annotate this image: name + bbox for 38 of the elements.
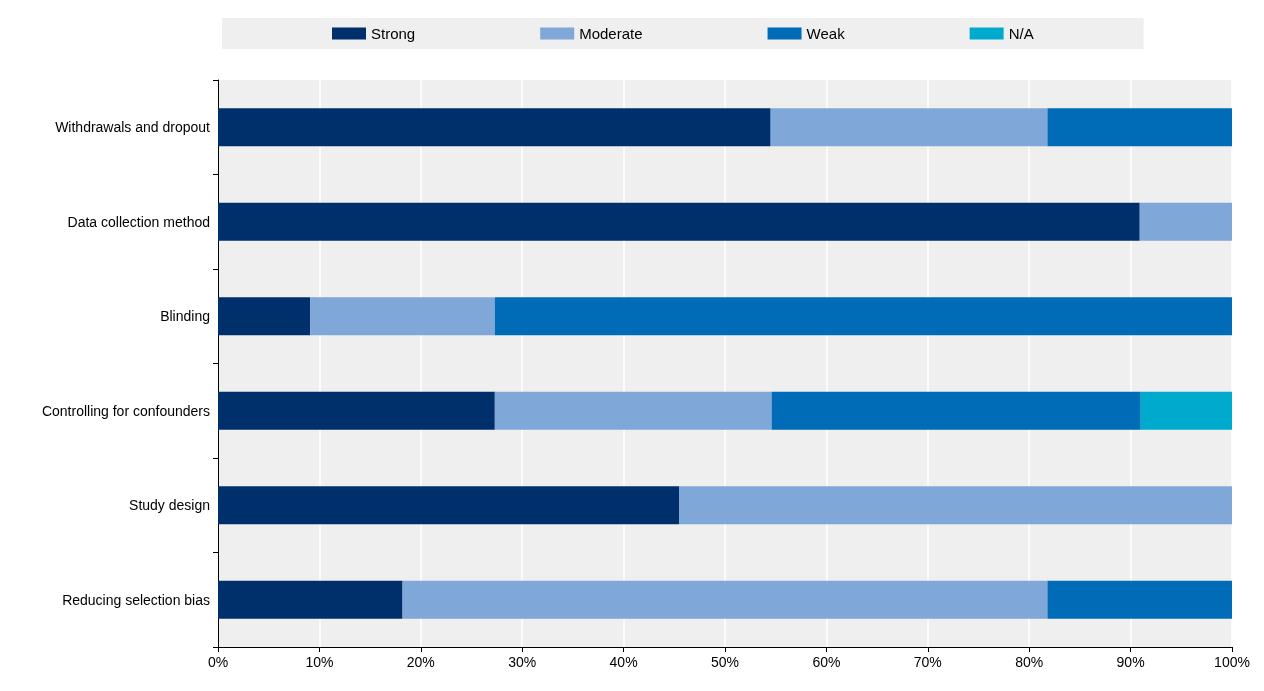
legend-label: Weak xyxy=(806,25,846,42)
y-tick-label: Data collection method xyxy=(67,213,210,230)
bar xyxy=(310,297,495,336)
x-tick-label: 30% xyxy=(508,654,537,670)
legend-label: N/A xyxy=(1008,25,1034,42)
bar xyxy=(402,580,1048,619)
x-tick-label: 60% xyxy=(812,654,841,670)
x-tick-label: 20% xyxy=(406,654,435,670)
bar xyxy=(771,391,1141,430)
y-tick-label: Controlling for confounders xyxy=(41,402,210,419)
y-tick-label: Withdrawals and dropout xyxy=(55,119,211,136)
bar xyxy=(218,297,311,336)
x-tick-label: 70% xyxy=(913,654,942,670)
bar xyxy=(218,202,1140,241)
bar xyxy=(218,391,495,430)
legend-label: Moderate xyxy=(579,25,643,42)
bar xyxy=(770,108,1048,147)
x-tick-label: 10% xyxy=(305,654,334,670)
legend-label: Strong xyxy=(371,25,416,42)
bar xyxy=(1140,391,1232,430)
y-tick-label: Blinding xyxy=(160,308,210,325)
bar xyxy=(494,297,1232,336)
y-tick-label: Reducing selection bias xyxy=(62,591,210,608)
y-tick-label: Study design xyxy=(129,497,210,514)
bar xyxy=(218,580,403,619)
x-tick-label: 100% xyxy=(1214,654,1250,670)
x-tick-label: 0% xyxy=(207,654,229,670)
bar xyxy=(1047,108,1232,147)
bar xyxy=(1139,202,1232,241)
bar xyxy=(679,486,1232,525)
bar xyxy=(1047,580,1232,619)
bar xyxy=(218,108,771,147)
x-tick-label: 40% xyxy=(609,654,638,670)
x-tick-label: 50% xyxy=(710,654,740,670)
x-tick-label: 90% xyxy=(1116,654,1145,670)
x-tick-label: 80% xyxy=(1015,654,1044,670)
bar xyxy=(494,391,772,430)
bar xyxy=(218,486,680,525)
